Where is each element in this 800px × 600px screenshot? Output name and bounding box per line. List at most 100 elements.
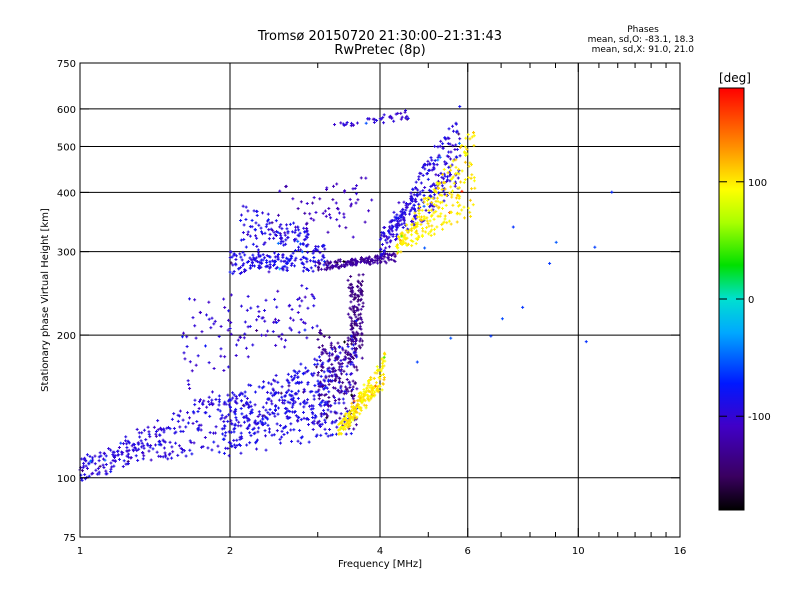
data-point — [240, 412, 244, 416]
data-point — [103, 452, 107, 456]
data-point — [249, 306, 253, 310]
data-point — [299, 418, 303, 422]
data-point — [146, 425, 150, 429]
data-point — [276, 412, 280, 416]
data-point — [271, 378, 275, 382]
data-point — [358, 287, 362, 291]
data-point — [351, 330, 355, 334]
data-point — [312, 394, 316, 398]
data-point — [298, 296, 302, 300]
data-point — [342, 260, 346, 264]
data-point — [356, 279, 360, 283]
data-point — [257, 310, 261, 314]
data-point — [375, 365, 379, 369]
data-point — [312, 419, 316, 423]
data-point — [317, 355, 321, 359]
data-point — [323, 261, 327, 265]
data-point — [182, 351, 186, 355]
data-point — [158, 440, 162, 444]
data-point — [280, 385, 284, 389]
data-point — [168, 427, 172, 431]
data-point — [113, 454, 117, 458]
data-point — [330, 362, 334, 366]
data-point — [342, 392, 346, 396]
data-point — [259, 254, 263, 258]
data-point — [134, 447, 138, 451]
data-point — [229, 419, 233, 423]
data-point — [242, 420, 246, 424]
data-point — [350, 401, 354, 405]
data-point — [99, 454, 103, 458]
data-point — [334, 369, 338, 373]
data-point — [311, 407, 315, 411]
data-point — [380, 357, 384, 361]
data-point — [353, 336, 357, 340]
data-point — [315, 248, 319, 252]
data-point — [296, 415, 300, 419]
data-point — [273, 255, 277, 259]
data-point — [198, 398, 202, 402]
data-point — [351, 343, 355, 347]
data-point — [306, 398, 310, 402]
data-point — [327, 390, 331, 394]
data-point — [226, 446, 230, 450]
data-point — [349, 316, 353, 320]
data-point — [248, 441, 252, 445]
data-point — [163, 440, 167, 444]
data-point — [335, 357, 339, 361]
data-point — [250, 408, 254, 412]
data-point — [306, 423, 310, 427]
data-point — [221, 437, 225, 441]
stats-line-o: mean, sd,O: -83.1, 18.3 — [588, 35, 694, 45]
data-point — [339, 412, 343, 416]
data-point — [229, 293, 233, 297]
data-point — [257, 315, 261, 319]
data-point — [286, 400, 290, 404]
data-point — [181, 429, 185, 433]
data-point — [233, 426, 237, 430]
data-point — [276, 257, 280, 261]
data-point — [279, 337, 283, 341]
data-point — [242, 336, 246, 340]
data-point — [380, 366, 384, 370]
data-point — [331, 386, 335, 390]
data-point — [205, 405, 209, 409]
data-point — [170, 456, 174, 460]
data-point — [270, 411, 274, 415]
data-point — [287, 384, 291, 388]
data-point — [180, 450, 184, 454]
data-point — [304, 366, 308, 370]
data-point — [210, 403, 214, 407]
data-point — [235, 401, 239, 405]
data-point — [349, 389, 353, 393]
data-point — [235, 418, 239, 422]
data-point — [382, 355, 386, 359]
data-point — [376, 261, 380, 265]
data-point — [256, 305, 260, 309]
data-point — [290, 439, 294, 443]
data-point — [324, 392, 328, 396]
data-point — [337, 422, 341, 426]
data-point — [212, 367, 216, 371]
data-point — [253, 257, 257, 261]
data-point — [167, 425, 171, 429]
data-point — [112, 456, 116, 460]
data-point — [177, 414, 181, 418]
data-point — [265, 254, 269, 258]
data-point — [374, 381, 378, 385]
data-point — [218, 409, 222, 413]
data-point — [386, 252, 390, 256]
data-point — [232, 430, 236, 434]
data-point — [320, 393, 324, 397]
data-point — [356, 285, 360, 289]
data-point — [285, 414, 289, 418]
data-point — [348, 417, 352, 421]
data-point — [247, 424, 251, 428]
data-point — [188, 386, 192, 390]
data-point — [311, 294, 315, 298]
data-point — [217, 334, 221, 338]
data-point — [335, 425, 339, 429]
data-point — [358, 322, 362, 326]
data-point — [360, 398, 364, 402]
data-point — [274, 409, 278, 413]
